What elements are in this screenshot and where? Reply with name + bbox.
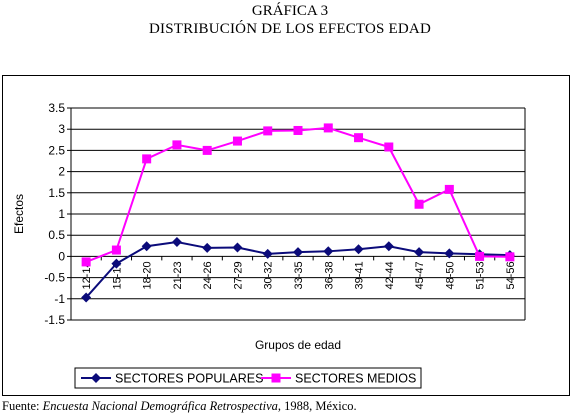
data-point <box>232 136 242 146</box>
x-tick-label: 42-44 <box>384 261 396 289</box>
y-tick-label: 0.5 <box>48 228 65 242</box>
data-point <box>475 251 485 261</box>
data-point <box>293 247 303 258</box>
x-tick-label: 12-14 <box>81 261 93 289</box>
data-point <box>293 125 303 135</box>
x-tick-label: 18-20 <box>142 261 154 289</box>
y-tick-label: 3 <box>58 122 65 136</box>
data-point <box>81 292 92 303</box>
x-tick-label: 54-56 <box>505 261 517 289</box>
data-point <box>414 199 424 209</box>
data-point <box>81 257 91 267</box>
source-suffix: , 1988, México. <box>277 399 357 413</box>
x-tick-label: 21-23 <box>172 261 184 289</box>
x-axis-title: Grupos de edad <box>255 338 341 352</box>
y-tick-label: 2.5 <box>48 143 65 157</box>
chart-heading-title: DISTRIBUCIÓN DE LOS EFECTOS EDAD <box>149 21 431 37</box>
data-point <box>353 244 364 255</box>
data-point <box>263 126 273 136</box>
data-point <box>202 145 212 155</box>
data-point <box>232 242 243 253</box>
y-tick-label: 1.5 <box>48 186 65 200</box>
data-point <box>414 247 425 258</box>
y-tick-label: 2 <box>58 165 65 179</box>
data-point <box>444 184 454 194</box>
data-point <box>384 142 394 152</box>
y-tick-label: -0.5 <box>44 271 65 285</box>
line-chart: 3.5 3 2.5 2 1.5 1 0.5 0 -0.5 -1 -1.5 12-14 15-17 18-2… <box>12 101 526 389</box>
data-point <box>141 241 152 252</box>
legend-entry-label: SECTORES POPULARES <box>115 372 263 386</box>
source-prefix: Fuente: <box>2 399 43 413</box>
data-point <box>505 252 515 262</box>
y-axis-title: Efectos <box>12 194 26 234</box>
y-tick-label: 1 <box>58 207 65 221</box>
x-tick-label: 36-38 <box>323 261 335 289</box>
data-point <box>262 248 273 259</box>
y-tick-label: -1 <box>54 292 65 306</box>
chart-heading-number: GRÁFICA 3 <box>251 3 329 19</box>
x-tick-label: 30-32 <box>263 261 275 289</box>
data-point <box>111 245 121 255</box>
x-tick-label: 51-53 <box>475 261 487 289</box>
data-point <box>383 241 394 252</box>
data-point <box>323 246 334 257</box>
source-note: Fuente: Encuesta Nacional Demográfica Re… <box>2 399 357 414</box>
data-point <box>142 154 152 164</box>
x-tick-label: 48-50 <box>444 261 456 289</box>
y-tick-label: 3.5 <box>48 101 65 115</box>
data-point <box>111 258 122 269</box>
source-title: Encuesta Nacional Demográfica Retrospect… <box>42 399 278 413</box>
legend-swatch-marker <box>271 373 281 383</box>
x-tick-label: 24-26 <box>202 261 214 289</box>
data-point <box>171 236 182 247</box>
legend-box <box>74 367 422 389</box>
y-tick-label: -1.5 <box>44 313 65 327</box>
data-point <box>202 242 213 253</box>
y-tick-label: 0 <box>58 249 65 263</box>
data-point <box>444 248 455 259</box>
legend-swatch-marker <box>91 373 101 383</box>
x-tick-label: 33-35 <box>293 261 305 289</box>
data-point <box>172 140 182 150</box>
legend-entry-label: SECTORES MEDIOS <box>295 372 416 386</box>
series-line <box>85 126 510 263</box>
data-point <box>354 133 364 143</box>
x-tick-label: 27-29 <box>232 261 244 289</box>
chart-frame: 3.5 3 2.5 2 1.5 1 0.5 0 -0.5 -1 -1.5 12-14 15-17 18-2… <box>2 75 570 396</box>
data-point <box>323 123 333 133</box>
x-tick-label: 15-17 <box>111 261 123 289</box>
x-tick-label: 39-41 <box>354 261 366 289</box>
x-tick-label: 45-47 <box>414 261 426 289</box>
